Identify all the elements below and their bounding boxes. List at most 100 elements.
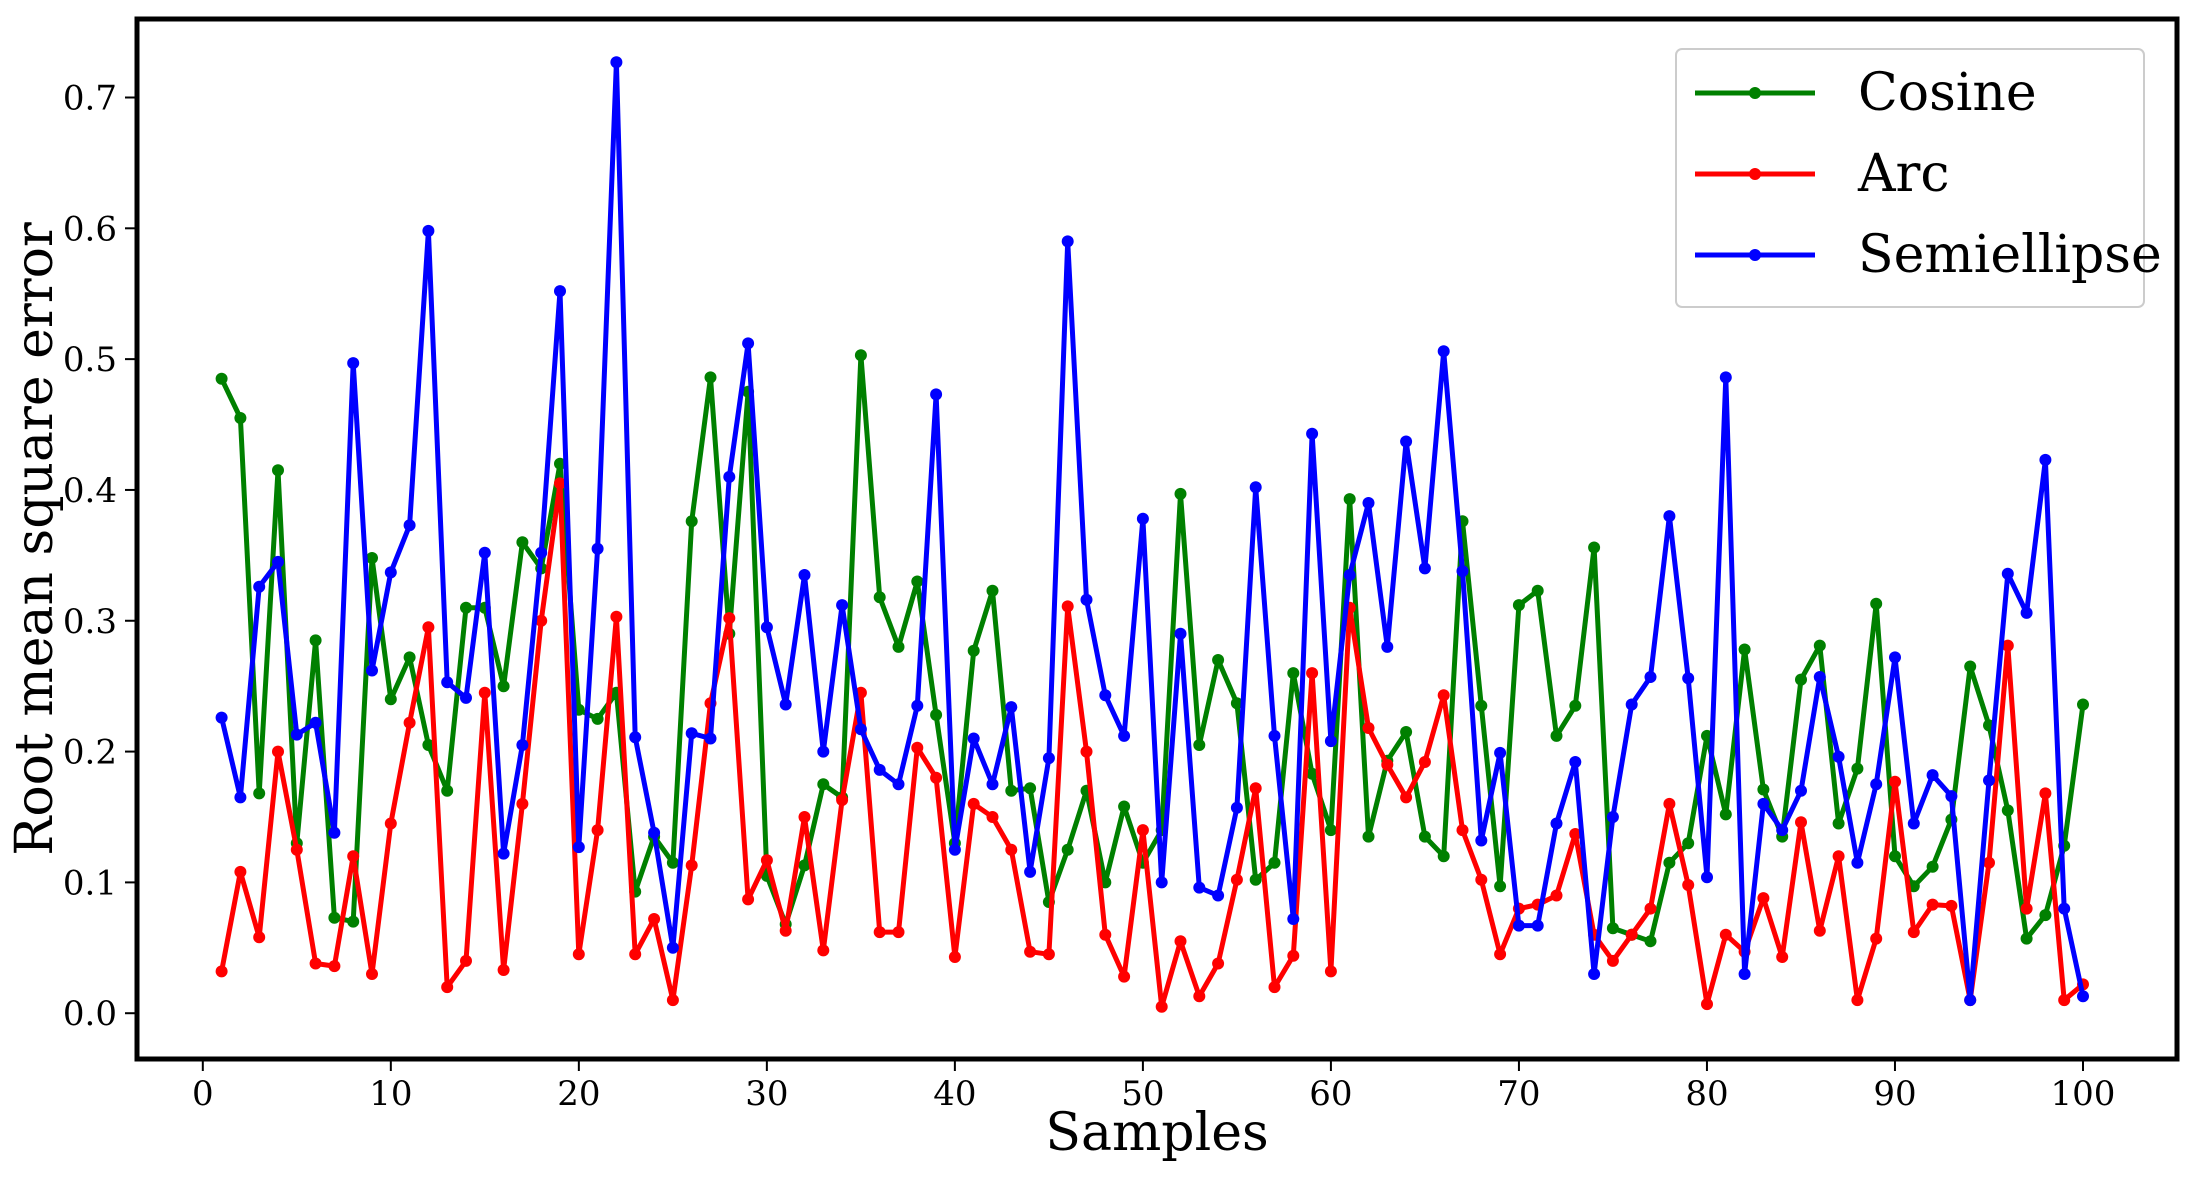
data-point-semiellipse <box>234 791 247 804</box>
data-point-semiellipse <box>648 826 661 839</box>
data-point-cosine <box>1606 922 1619 935</box>
data-point-cosine <box>1964 660 1977 673</box>
data-point-cosine <box>911 575 924 588</box>
data-point-arc <box>685 859 698 872</box>
plot-frame <box>134 16 2180 1062</box>
y-tick-label: 0.7 <box>63 78 117 118</box>
data-point-semiellipse <box>1061 235 1074 248</box>
data-point-semiellipse <box>422 224 435 237</box>
data-point-arc <box>1400 791 1413 804</box>
data-point-arc <box>930 771 943 784</box>
y-tick-label: 0.0 <box>63 994 117 1034</box>
data-point-cosine <box>1682 837 1695 850</box>
data-point-semiellipse <box>1193 881 1206 894</box>
data-point-semiellipse <box>817 745 830 758</box>
data-point-semiellipse <box>986 778 999 791</box>
data-point-cosine <box>1494 880 1507 893</box>
data-point-cosine <box>1813 639 1826 652</box>
data-point-arc <box>1324 965 1337 978</box>
data-point-semiellipse <box>328 826 341 839</box>
data-point-cosine <box>1889 850 1901 863</box>
data-point-arc <box>272 745 284 758</box>
data-point-semiellipse <box>253 580 266 593</box>
data-point-cosine <box>1569 699 1582 712</box>
data-point-semiellipse <box>1964 994 1977 1007</box>
data-point-semiellipse <box>1945 790 1958 803</box>
data-point-semiellipse <box>1475 834 1488 847</box>
data-point-arc <box>610 610 623 623</box>
x-axis: 0 10 20 30 40 50 60 70 80 90 100 <box>192 1059 2115 1114</box>
data-point-semiellipse <box>704 732 717 745</box>
data-point-cosine <box>666 856 679 869</box>
x-tick-label: 80 <box>1685 1074 1728 1114</box>
data-point-cosine <box>384 693 397 706</box>
data-point-arc <box>1437 689 1450 702</box>
y-tick-label: 0.3 <box>63 602 117 642</box>
data-point-arc <box>911 741 924 754</box>
data-point-semiellipse <box>1531 919 1544 932</box>
data-point-cosine <box>704 371 717 384</box>
data-point-arc <box>1381 758 1394 771</box>
data-point-arc <box>873 926 886 939</box>
legend-marker-arc <box>1749 168 1761 180</box>
data-point-semiellipse <box>1983 774 1995 787</box>
data-point-cosine <box>873 591 886 604</box>
data-point-semiellipse <box>460 691 472 704</box>
data-point-semiellipse <box>779 698 792 711</box>
data-point-cosine <box>403 651 416 664</box>
data-point-cosine <box>1193 739 1206 751</box>
x-tick-label: 60 <box>1309 1074 1352 1114</box>
data-point-cosine <box>554 457 566 470</box>
data-point-semiellipse <box>948 843 961 856</box>
x-tick-label: 50 <box>1121 1074 1164 1114</box>
data-point-semiellipse <box>1362 497 1375 509</box>
data-point-semiellipse <box>1625 698 1638 711</box>
data-point-semiellipse <box>1738 968 1751 980</box>
legend-entry-arc: Arc <box>1695 144 1950 204</box>
data-point-arc <box>572 948 585 961</box>
data-point-semiellipse <box>1795 784 1807 797</box>
data-point-cosine <box>1531 584 1544 597</box>
data-point-arc <box>554 477 566 490</box>
data-point-semiellipse <box>854 723 867 736</box>
data-point-semiellipse <box>1136 512 1149 525</box>
data-point-semiellipse <box>309 716 322 729</box>
data-point-arc <box>1926 898 1939 911</box>
data-point-semiellipse <box>798 569 811 581</box>
data-point-arc <box>1005 843 1018 856</box>
data-point-arc <box>1795 816 1807 829</box>
data-point-arc <box>328 960 341 973</box>
data-point-cosine <box>1005 784 1018 797</box>
data-point-semiellipse <box>1701 871 1713 884</box>
data-point-arc <box>1663 797 1676 810</box>
data-point-cosine <box>234 412 247 424</box>
data-point-cosine <box>1024 782 1037 795</box>
data-point-semiellipse <box>1306 427 1319 440</box>
data-point-cosine <box>817 778 830 791</box>
y-tick-label: 0.4 <box>63 471 117 511</box>
data-point-semiellipse <box>1174 627 1187 640</box>
data-point-arc <box>779 924 792 937</box>
data-point-arc <box>1757 892 1770 905</box>
data-point-cosine <box>422 739 435 751</box>
data-point-cosine <box>2039 909 2052 922</box>
legend-entry-semiellipse: Semiellipse <box>1695 225 2162 285</box>
data-point-arc <box>1080 745 1093 758</box>
data-point-cosine <box>253 787 266 800</box>
data-point-arc <box>742 893 755 906</box>
data-point-cosine <box>1249 873 1262 886</box>
data-point-semiellipse <box>1889 651 1901 664</box>
data-point-semiellipse <box>1494 746 1507 759</box>
data-point-semiellipse <box>873 763 886 776</box>
legend-label-semiellipse: Semiellipse <box>1858 225 2162 285</box>
data-point-arc <box>1851 994 1864 1007</box>
x-axis-label: Samples <box>1045 1103 1268 1163</box>
data-point-arc <box>1287 949 1300 962</box>
legend-marker-semiellipse <box>1749 249 1761 261</box>
data-point-arc <box>1907 926 1920 939</box>
data-point-semiellipse <box>930 388 943 401</box>
series-arc <box>215 477 2089 1013</box>
data-point-arc <box>215 965 228 978</box>
legend-label-arc: Arc <box>1857 144 1950 204</box>
